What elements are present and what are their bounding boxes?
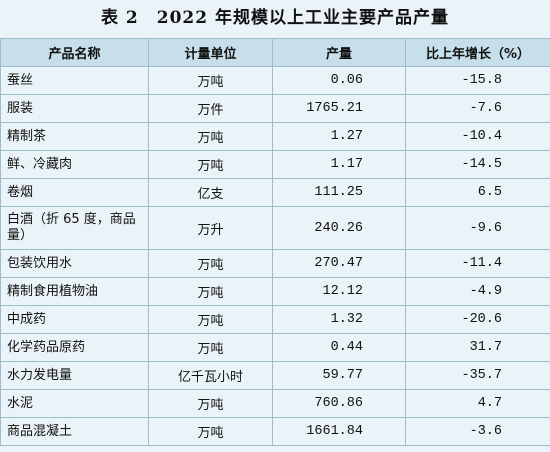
table-cell: 4.7	[405, 389, 550, 418]
table-cell: 万吨	[148, 389, 273, 418]
table-cell: 商品混凝土	[0, 417, 149, 446]
table-cell: 包装饮用水	[0, 249, 149, 278]
table-cell: -3.6	[405, 417, 550, 446]
table-row: 精制茶 万吨 1.27 -10.4	[0, 122, 550, 151]
column-header: 计量单位	[148, 38, 273, 67]
table-cell: 水力发电量	[0, 361, 149, 390]
column-header: 产量	[272, 38, 406, 67]
table-cell: 万升	[148, 206, 273, 250]
table-row: 卷烟 亿支 111.25 6.5	[0, 178, 550, 207]
table-cell: 蚕丝	[0, 66, 149, 95]
table-cell: 服装	[0, 94, 149, 123]
table-cell: 270.47	[272, 249, 406, 278]
table-cell: 鲜、冷藏肉	[0, 150, 149, 179]
table-cell: 111.25	[272, 178, 406, 207]
data-table: 产品名称 计量单位 产量 比上年增长（%） 蚕丝 万吨 0.06 -15.8 服装 万件 1765…	[0, 38, 550, 446]
table-cell: 精制茶	[0, 122, 149, 151]
table-cell: 万件	[148, 94, 273, 123]
table-cell: 中成药	[0, 305, 149, 334]
table-cell: 亿千瓦小时	[148, 361, 273, 390]
table-cell: -9.6	[405, 206, 550, 250]
table-cell: 12.12	[272, 277, 406, 306]
table-cell: 0.06	[272, 66, 406, 95]
table-title: 表 2 2022 年规模以上工业主要产品产量	[101, 8, 449, 28]
table-row: 包装饮用水 万吨 270.47 -11.4	[0, 249, 550, 278]
table-cell: -14.5	[405, 150, 550, 179]
table-body: 蚕丝 万吨 0.06 -15.8 服装 万件 1765.21 -7.6 精制茶 万吨 1.27 -10…	[0, 66, 550, 446]
table-cell: 1661.84	[272, 417, 406, 446]
table-row: 水泥 万吨 760.86 4.7	[0, 389, 550, 418]
table-cell: 白酒（折 65 度，商品量）	[0, 206, 149, 250]
table-cell: 240.26	[272, 206, 406, 250]
table-cell: 水泥	[0, 389, 149, 418]
table-cell: -10.4	[405, 122, 550, 151]
table-row: 精制食用植物油 万吨 12.12 -4.9	[0, 277, 550, 306]
table-cell: 精制食用植物油	[0, 277, 149, 306]
table-cell: 化学药品原药	[0, 333, 149, 362]
table-row: 商品混凝土 万吨 1661.84 -3.6	[0, 417, 550, 446]
table-row: 水力发电量 亿千瓦小时 59.77 -35.7	[0, 361, 550, 390]
table-cell: 万吨	[148, 417, 273, 446]
table-cell: -15.8	[405, 66, 550, 95]
table-row: 鲜、冷藏肉 万吨 1.17 -14.5	[0, 150, 550, 179]
table-cell: 亿支	[148, 178, 273, 207]
table-cell: 万吨	[148, 305, 273, 334]
table-cell: 万吨	[148, 249, 273, 278]
column-header: 比上年增长（%）	[405, 38, 550, 67]
table-cell: -20.6	[405, 305, 550, 334]
table-cell: 59.77	[272, 361, 406, 390]
column-header: 产品名称	[0, 38, 149, 67]
table-row: 服装 万件 1765.21 -7.6	[0, 94, 550, 123]
table-row: 白酒（折 65 度，商品量） 万升 240.26 -9.6	[0, 206, 550, 250]
table-cell: 760.86	[272, 389, 406, 418]
table-cell: -35.7	[405, 361, 550, 390]
table-cell: 31.7	[405, 333, 550, 362]
table-cell: 6.5	[405, 178, 550, 207]
table-cell: -11.4	[405, 249, 550, 278]
table-cell: 卷烟	[0, 178, 149, 207]
table-cell: 1765.21	[272, 94, 406, 123]
table-cell: 1.27	[272, 122, 406, 151]
table-cell: 万吨	[148, 277, 273, 306]
table-row: 中成药 万吨 1.32 -20.6	[0, 305, 550, 334]
table-cell: 0.44	[272, 333, 406, 362]
table-cell: 1.32	[272, 305, 406, 334]
table-cell: 万吨	[148, 150, 273, 179]
table-cell: 1.17	[272, 150, 406, 179]
table-row: 化学药品原药 万吨 0.44 31.7	[0, 333, 550, 362]
table-cell: 万吨	[148, 66, 273, 95]
table-cell: 万吨	[148, 333, 273, 362]
table-cell: -7.6	[405, 94, 550, 123]
table-cell: -4.9	[405, 277, 550, 306]
header-row: 产品名称 计量单位 产量 比上年增长（%）	[0, 38, 550, 67]
table-row: 蚕丝 万吨 0.06 -15.8	[0, 66, 550, 95]
table-cell: 万吨	[148, 122, 273, 151]
